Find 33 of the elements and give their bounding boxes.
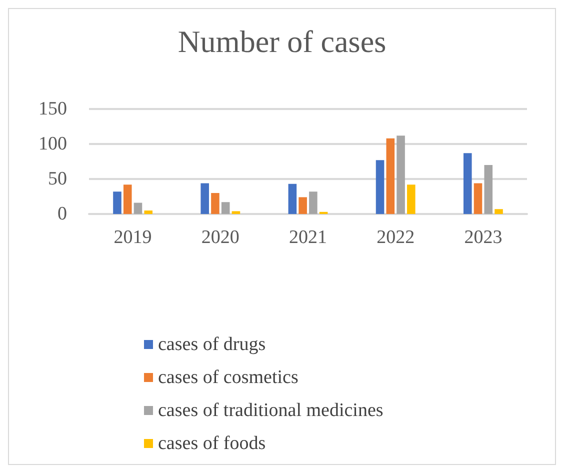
bar — [407, 184, 416, 214]
x-tick-label: 2021 — [289, 227, 327, 248]
bar — [484, 165, 493, 214]
bar — [288, 184, 297, 214]
bar — [211, 193, 220, 214]
x-tick-label: 2019 — [114, 227, 152, 248]
legend-label: cases of cosmetics — [158, 367, 298, 388]
bar — [376, 160, 384, 214]
y-tick-label: 0 — [58, 204, 67, 224]
bar — [298, 197, 307, 214]
y-tick-label: 150 — [38, 98, 67, 120]
chart-title: Number of cases — [178, 24, 386, 59]
x-tick-label: 2020 — [201, 227, 240, 248]
bar — [221, 202, 230, 214]
bar — [113, 192, 122, 214]
bar — [386, 138, 395, 214]
legend-label: cases of foods — [158, 433, 266, 454]
bar — [123, 184, 132, 214]
bar — [134, 202, 142, 214]
bar — [200, 183, 209, 214]
bar — [396, 136, 405, 214]
bar — [232, 211, 240, 214]
bar — [309, 192, 318, 214]
bar — [144, 210, 153, 214]
legend-label: cases of drugs — [158, 334, 266, 355]
bar — [494, 209, 503, 214]
bar — [463, 153, 472, 214]
legend-label: cases of traditional medicines — [158, 400, 384, 421]
y-tick-label: 100 — [38, 134, 67, 154]
x-tick-label: 2023 — [464, 227, 502, 248]
x-tick-label: 2022 — [376, 227, 415, 248]
bar — [474, 183, 482, 214]
y-tick-label: 50 — [48, 168, 67, 190]
